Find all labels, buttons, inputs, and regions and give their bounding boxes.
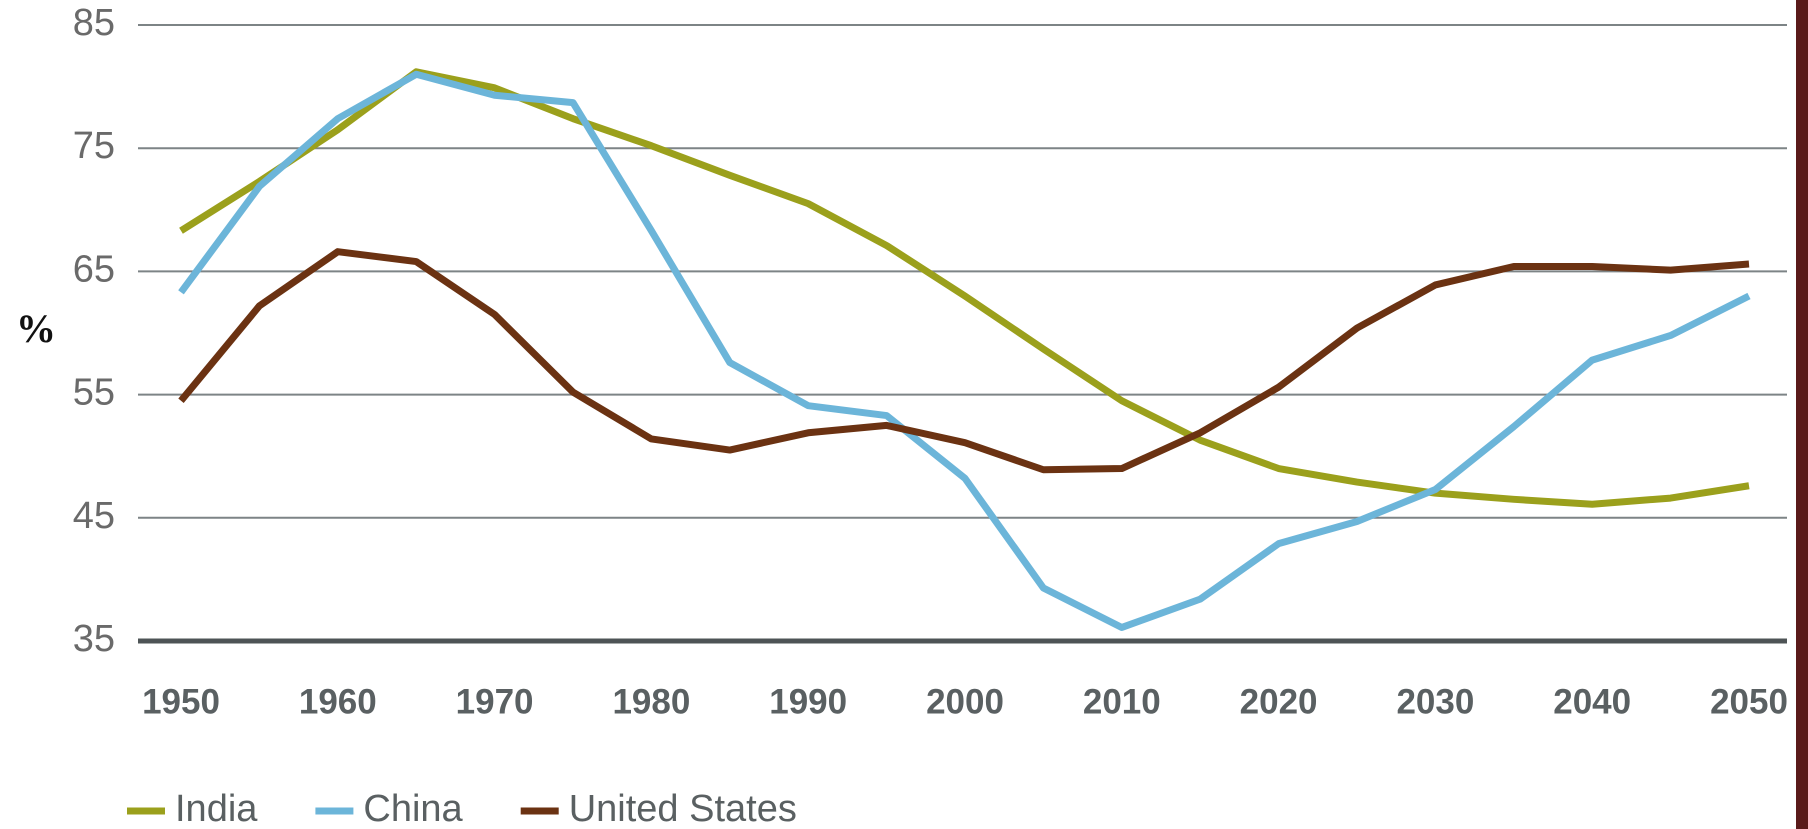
legend-label: United States [569, 788, 797, 829]
x-tick-label: 1990 [769, 682, 847, 721]
edge-bar [1796, 0, 1808, 829]
y-tick-label: 45 [73, 495, 115, 537]
x-tick-label: 1970 [456, 682, 534, 721]
y-tick-label: 55 [73, 372, 115, 414]
x-tick-label: 2000 [926, 682, 1004, 721]
y-tick-label: 65 [73, 248, 115, 290]
line [179, 68, 1750, 508]
x-tick-label: 1960 [299, 682, 377, 721]
y-tick-label: 85 [73, 2, 115, 44]
legend-label: India [175, 788, 258, 829]
x-tick-label: 1980 [612, 682, 690, 721]
line [178, 70, 1751, 631]
y-tick-label: 75 [73, 125, 115, 167]
line [178, 248, 1750, 474]
legend-label: China [363, 788, 463, 829]
x-tick-label: 1950 [142, 682, 220, 721]
y-tick-label: 35 [73, 618, 115, 660]
x-tick-label: 2040 [1553, 682, 1631, 721]
x-tick-label: 2020 [1240, 682, 1318, 721]
x-tick-label: 2030 [1396, 682, 1474, 721]
x-tick-label: 2050 [1710, 682, 1788, 721]
x-tick-label: 2010 [1083, 682, 1161, 721]
y-axis-label: % [16, 306, 56, 351]
